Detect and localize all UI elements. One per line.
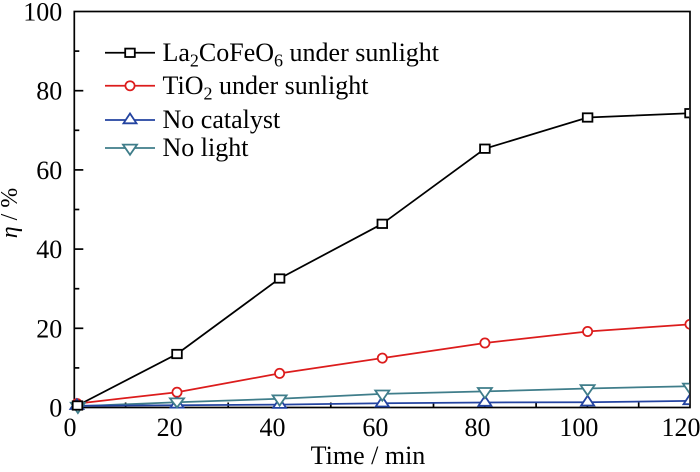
svg-text:80: 80 <box>36 77 62 106</box>
svg-text:40: 40 <box>260 413 286 442</box>
svg-text:η / %: η / % <box>0 188 23 239</box>
svg-text:No light: No light <box>163 133 250 162</box>
svg-text:60: 60 <box>362 413 388 442</box>
svg-text:No catalyst: No catalyst <box>163 105 281 134</box>
svg-text:TiO2 under sunlight: TiO2 under sunlight <box>163 71 370 104</box>
svg-text:40: 40 <box>36 235 62 264</box>
svg-text:120: 120 <box>662 413 700 442</box>
svg-text:La2CoFeO6 under sunlight: La2CoFeO6 under sunlight <box>163 38 440 71</box>
svg-text:100: 100 <box>23 0 62 27</box>
svg-text:0: 0 <box>49 394 62 423</box>
svg-text:0: 0 <box>64 413 77 442</box>
svg-text:60: 60 <box>36 156 62 185</box>
svg-text:100: 100 <box>559 413 598 442</box>
svg-text:Time / min: Time / min <box>311 441 426 470</box>
svg-text:80: 80 <box>465 413 491 442</box>
svg-text:20: 20 <box>157 413 183 442</box>
svg-text:20: 20 <box>36 314 62 343</box>
